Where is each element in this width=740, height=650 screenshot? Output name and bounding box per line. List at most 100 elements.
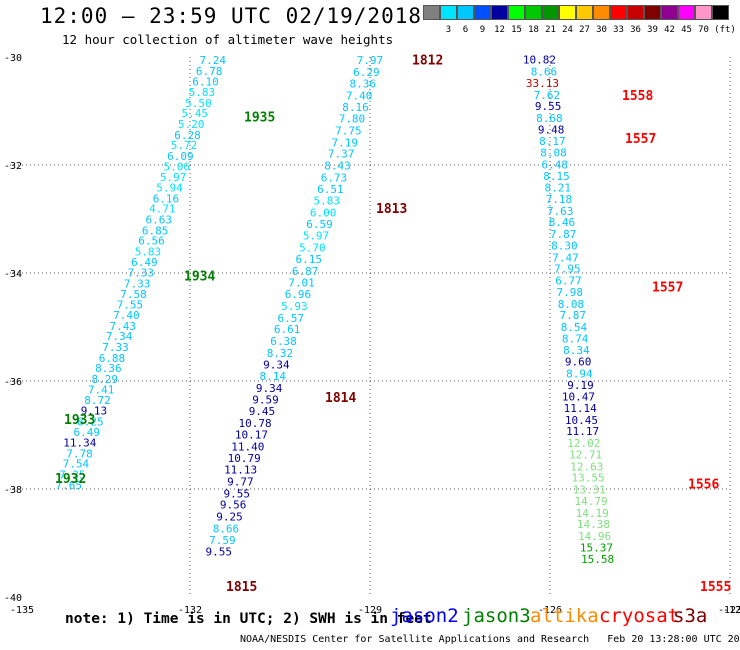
swh-value: 6.48 bbox=[542, 158, 569, 171]
swh-value: 4.71 bbox=[149, 203, 176, 216]
swh-value: 9.45 bbox=[249, 405, 276, 418]
legend-swatch bbox=[491, 5, 508, 20]
swh-value: 10.79 bbox=[228, 452, 261, 465]
swh-value: 5.50 bbox=[185, 97, 212, 110]
swh-value: 5.83 bbox=[314, 195, 341, 208]
satellite-label-jason3: jason3 bbox=[462, 605, 531, 627]
pass-time-label: 1556 bbox=[688, 478, 719, 493]
legend-label: 15 bbox=[511, 25, 522, 35]
legend-swatch bbox=[508, 5, 525, 20]
legend-swatch bbox=[695, 5, 712, 20]
legend-swatch bbox=[423, 5, 440, 20]
swh-value: 7.54 bbox=[63, 458, 90, 471]
swh-value: 14.19 bbox=[576, 507, 609, 520]
swh-value: 7.33 bbox=[128, 266, 155, 279]
swh-value: 8.29 bbox=[92, 373, 119, 386]
legend-label: 33 bbox=[613, 25, 624, 35]
legend-swatch bbox=[525, 5, 542, 20]
swh-value: 8.32 bbox=[267, 347, 294, 360]
swh-value: 7.63 bbox=[547, 205, 574, 218]
swh-value: 13.31 bbox=[573, 484, 606, 497]
swh-value: 10.17 bbox=[235, 428, 268, 441]
pass-time-label: 1932 bbox=[55, 472, 86, 487]
legend-label: 6 bbox=[462, 25, 469, 35]
swh-value: 8.30 bbox=[551, 239, 578, 252]
swh-value: 14.38 bbox=[577, 518, 610, 531]
swh-value: 6.49 bbox=[74, 426, 101, 439]
legend-swatch bbox=[559, 5, 576, 20]
swh-value: 8.15 bbox=[543, 170, 570, 183]
swh-value: 8.94 bbox=[566, 367, 593, 380]
swh-value: 6.77 bbox=[555, 275, 582, 288]
swh-value: 8.36 bbox=[350, 77, 377, 90]
note-text: note: 1) Time is in UTC; 2) SWH is in fe… bbox=[65, 611, 432, 627]
satellite-label-s3a: s3a bbox=[673, 605, 708, 627]
swh-value: 8.46 bbox=[549, 216, 576, 229]
swh-value: 5.06 bbox=[164, 161, 191, 174]
legend-label: 3 bbox=[445, 25, 452, 35]
legend-swatch bbox=[644, 5, 661, 20]
swh-value: 5.20 bbox=[178, 118, 205, 131]
swh-value: 8.66 bbox=[213, 522, 240, 535]
swh-value: 8.74 bbox=[562, 332, 589, 345]
legend-swatch bbox=[627, 5, 644, 20]
swh-value: 7.19 bbox=[332, 136, 359, 149]
swh-value: 10.45 bbox=[565, 414, 598, 427]
pass-time-label: 1557 bbox=[625, 132, 656, 147]
satellite-label-cryosat: cryosat bbox=[599, 605, 680, 627]
swh-value: 7.18 bbox=[546, 193, 573, 206]
swh-value: 7.97 bbox=[357, 54, 384, 67]
swh-value: 6.16 bbox=[153, 192, 180, 205]
swh-value: 12.02 bbox=[567, 437, 600, 450]
legend-label: 18 bbox=[528, 25, 539, 35]
swh-value: 8.21 bbox=[545, 182, 572, 195]
swh-value: 6.87 bbox=[292, 265, 319, 278]
swh-value: 9.34 bbox=[256, 382, 283, 395]
y-tick-label: -32 bbox=[4, 161, 22, 172]
swh-value: 7.80 bbox=[339, 113, 366, 126]
legend-label: 9 bbox=[479, 25, 486, 35]
legend-swatch bbox=[576, 5, 593, 20]
swh-value: 6.28 bbox=[174, 129, 201, 142]
swh-value: 6.96 bbox=[285, 288, 312, 301]
swh-value: 6.61 bbox=[274, 323, 301, 336]
swh-value: 9.55 bbox=[535, 100, 562, 113]
swh-value: 8.34 bbox=[563, 344, 590, 357]
swh-value: 7.62 bbox=[534, 89, 561, 102]
chart-title: 12:00 – 23:59 UTC 02/19/2018 bbox=[40, 4, 423, 28]
swh-value: 9.13 bbox=[81, 405, 108, 418]
swh-value: 9.56 bbox=[220, 499, 247, 512]
swh-value: 6.09 bbox=[167, 150, 194, 163]
swh-value: 7.98 bbox=[557, 286, 584, 299]
swh-value: 7.58 bbox=[120, 288, 147, 301]
swh-value: 7.41 bbox=[88, 384, 115, 397]
grid-lines bbox=[10, 57, 731, 597]
swh-value: 14.96 bbox=[578, 530, 611, 543]
swh-value: 6.85 bbox=[142, 224, 169, 237]
swh-value: 5.94 bbox=[156, 182, 183, 195]
swh-value: 7.34 bbox=[106, 330, 133, 343]
swh-values: 7.976.298.367.408.167.807.757.197.378.43… bbox=[56, 54, 615, 567]
swh-value: 5.45 bbox=[182, 107, 209, 120]
swh-value: 8.17 bbox=[539, 135, 566, 148]
swh-value: 7.40 bbox=[346, 89, 373, 102]
legend-swatch bbox=[457, 5, 474, 20]
swh-value: 7.95 bbox=[554, 263, 581, 276]
footer-credit: NOAA/NESDIS Center for Satellite Applica… bbox=[240, 634, 740, 645]
swh-value: 6.38 bbox=[270, 335, 297, 348]
legend-label: 42 bbox=[664, 25, 675, 35]
pass-time-label: 1555 bbox=[700, 580, 731, 595]
pass-time-label: 1813 bbox=[376, 202, 407, 217]
swh-value: 7.43 bbox=[110, 320, 137, 333]
swh-value: 9.55 bbox=[206, 546, 233, 559]
swh-value: 6.56 bbox=[138, 235, 165, 248]
swh-value: 10.82 bbox=[523, 54, 556, 67]
pass-time-label: 1934 bbox=[184, 270, 215, 285]
swh-value: 7.78 bbox=[66, 447, 93, 460]
y-tick-label: -38 bbox=[4, 485, 22, 496]
swh-value: 11.34 bbox=[63, 437, 96, 450]
swh-value: 8.16 bbox=[342, 101, 369, 114]
swh-value: 6.29 bbox=[353, 66, 380, 79]
legend-swatch bbox=[661, 5, 678, 20]
